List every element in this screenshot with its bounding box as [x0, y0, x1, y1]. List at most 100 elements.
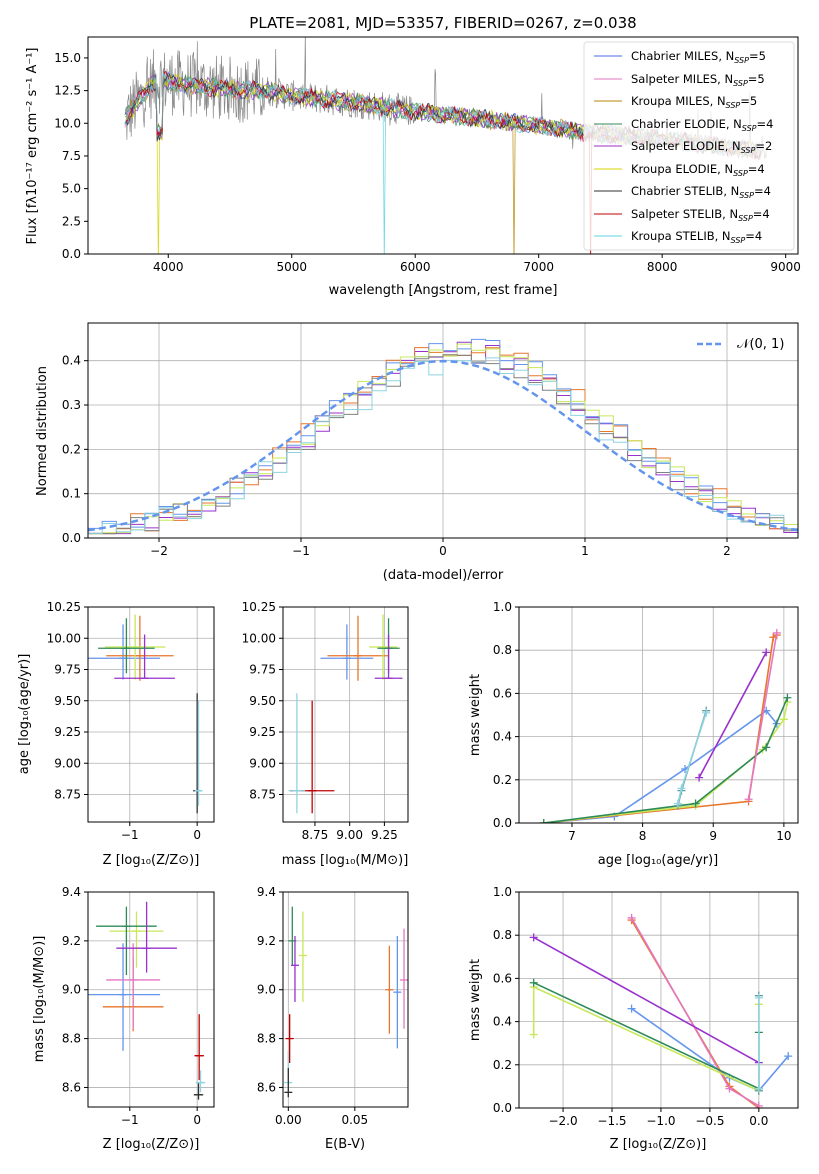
- x-tick-label: −1.0: [646, 1114, 675, 1128]
- y-tick-label: 8.6: [257, 1080, 276, 1094]
- p5-ylabel: mass weight: [468, 674, 483, 756]
- x-tick-label: 1: [581, 544, 589, 558]
- y-tick-label: 8.8: [62, 1032, 81, 1046]
- y-tick-label: 5.0: [62, 182, 81, 196]
- y-tick-label: 8.75: [249, 788, 276, 802]
- legend-entry: Kroupa ELODIE, NSSP=4: [594, 162, 765, 178]
- y-tick-label: 9.00: [249, 756, 276, 770]
- p3-xlabel: Z [log₁₀(Z/Z⊙)]: [103, 853, 200, 868]
- axes-frame: [282, 606, 409, 823]
- y-tick-label: 0.3: [62, 398, 81, 412]
- p4-xlabel: mass [log₁₀(M/M⊙)]: [282, 853, 409, 868]
- x-tick-label: 0: [193, 1113, 201, 1127]
- normal-curve: [88, 359, 798, 532]
- x-tick-label: 9.00: [336, 828, 363, 842]
- y-tick-label: 0.6: [493, 686, 512, 700]
- mass-weight-series: [533, 936, 760, 1064]
- p5-xlabel: age [log₁₀(age/yr)]: [598, 853, 719, 868]
- spectrum-panel: [124, 37, 795, 254]
- legend-label: Salpeter ELODIE, NSSP=2: [631, 139, 772, 155]
- y-tick-label: 0.0: [493, 1101, 512, 1115]
- y-tick-label: 0.0: [62, 531, 81, 545]
- x-tick-label: −2: [150, 544, 168, 558]
- data-point: [677, 784, 686, 793]
- y-tick-label: 8.8: [257, 1032, 276, 1046]
- y-tick-label: 9.2: [62, 934, 81, 948]
- hist-ylabel: Normed distribution: [35, 366, 50, 496]
- p8-xlabel: Z [log₁₀(Z/Z⊙)]: [610, 1137, 707, 1152]
- data-point: [673, 799, 682, 808]
- y-tick-label: 9.0: [62, 983, 81, 997]
- legend-label: Kroupa MILES, NSSP=5: [631, 94, 757, 110]
- data-point: [744, 795, 753, 804]
- legend-label: Kroupa STELIB, NSSP=4: [631, 229, 762, 245]
- residual-histogram-panel: [88, 323, 798, 538]
- y-tick-label: 7.5: [62, 149, 81, 163]
- x-tick-label: 0.00: [275, 1113, 302, 1127]
- data-point: [529, 978, 538, 987]
- x-tick-label: −1: [121, 1113, 139, 1127]
- mass-weight-series: [698, 652, 767, 778]
- spectrum-xlabel: wavelength [Angstrom, rest frame]: [329, 283, 558, 298]
- data-point: [783, 693, 792, 702]
- x-tick-label: −1.5: [597, 1114, 626, 1128]
- p8-ylabel: mass weight: [468, 959, 483, 1041]
- spectrum-title: PLATE=2081, MJD=53357, FIBERID=0267, z=0…: [249, 14, 636, 32]
- y-tick-label: 9.50: [54, 694, 81, 708]
- axes-frame: [518, 891, 799, 1109]
- x-tick-label: 2: [723, 544, 731, 558]
- x-tick-label: 4000: [153, 260, 184, 274]
- axes-frame: [518, 606, 799, 824]
- x-tick-label: 0: [439, 544, 447, 558]
- age-vs-metallicity-panel: [88, 607, 214, 822]
- data-point: [762, 743, 771, 752]
- mass-weight-series: [747, 632, 778, 800]
- legend-entry: Kroupa STELIB, NSSP=4: [594, 229, 762, 245]
- x-tick-label: 9.25: [371, 828, 398, 842]
- legend-label: Kroupa ELODIE, NSSP=4: [631, 162, 765, 178]
- data-point: [691, 799, 700, 808]
- mass-weight-series: [543, 697, 789, 823]
- y-tick-label: 9.4: [62, 885, 81, 899]
- y-tick-label: 0.6: [493, 971, 512, 985]
- legend-entry: Salpeter ELODIE, NSSP=2: [594, 139, 772, 155]
- hist-legend-label: 𝒩(0, 1): [737, 337, 784, 352]
- x-tick-label: −1: [121, 828, 139, 842]
- legend-entry: Salpeter MILES, NSSP=5: [594, 72, 765, 88]
- axes-frame: [282, 891, 409, 1108]
- mass-vs-metallicity-panel: [88, 892, 214, 1107]
- y-tick-label: 1.0: [493, 600, 512, 614]
- x-tick-label: 7000: [523, 260, 554, 274]
- data-point: [539, 819, 548, 823]
- y-tick-label: 0.0: [493, 816, 512, 830]
- y-tick-label: 10.00: [47, 631, 81, 645]
- legend-label: Salpeter STELIB, NSSP=4: [631, 207, 770, 223]
- x-tick-label: 8.75: [302, 828, 329, 842]
- y-tick-label: 9.0: [257, 983, 276, 997]
- p6-ylabel: mass [log₁₀(M/M⊙)]: [32, 936, 47, 1063]
- data-point: [762, 648, 771, 657]
- y-tick-label: 1.0: [493, 885, 512, 899]
- y-tick-label: 0.8: [493, 928, 512, 942]
- data-point: [754, 1101, 763, 1108]
- data-point: [779, 715, 788, 724]
- x-tick-label: 0: [193, 828, 201, 842]
- x-tick-label: −0.5: [695, 1114, 724, 1128]
- y-tick-label: 2.5: [62, 214, 81, 228]
- y-tick-label: 0.0: [62, 247, 81, 261]
- histogram-series: [88, 357, 798, 535]
- data-point: [725, 1084, 734, 1093]
- mass-weight-series: [543, 634, 778, 823]
- x-tick-label: 0.05: [341, 1113, 368, 1127]
- x-tick-label: 0.0: [749, 1114, 768, 1128]
- age-vs-mass-panel: [283, 607, 408, 822]
- x-tick-label: 8000: [647, 260, 678, 274]
- massweight-vs-age-panel: [519, 607, 798, 823]
- hist-xlabel: (data-model)/error: [383, 568, 504, 583]
- axes-frame: [87, 891, 215, 1108]
- massweight-vs-metallicity-panel: [519, 892, 798, 1108]
- y-tick-label: 0.4: [62, 354, 81, 368]
- axes-frame: [87, 36, 799, 255]
- axes-layer: 4000 5000 6000 7000 8000 90000.02.55.07.510.0…: [47, 36, 801, 1128]
